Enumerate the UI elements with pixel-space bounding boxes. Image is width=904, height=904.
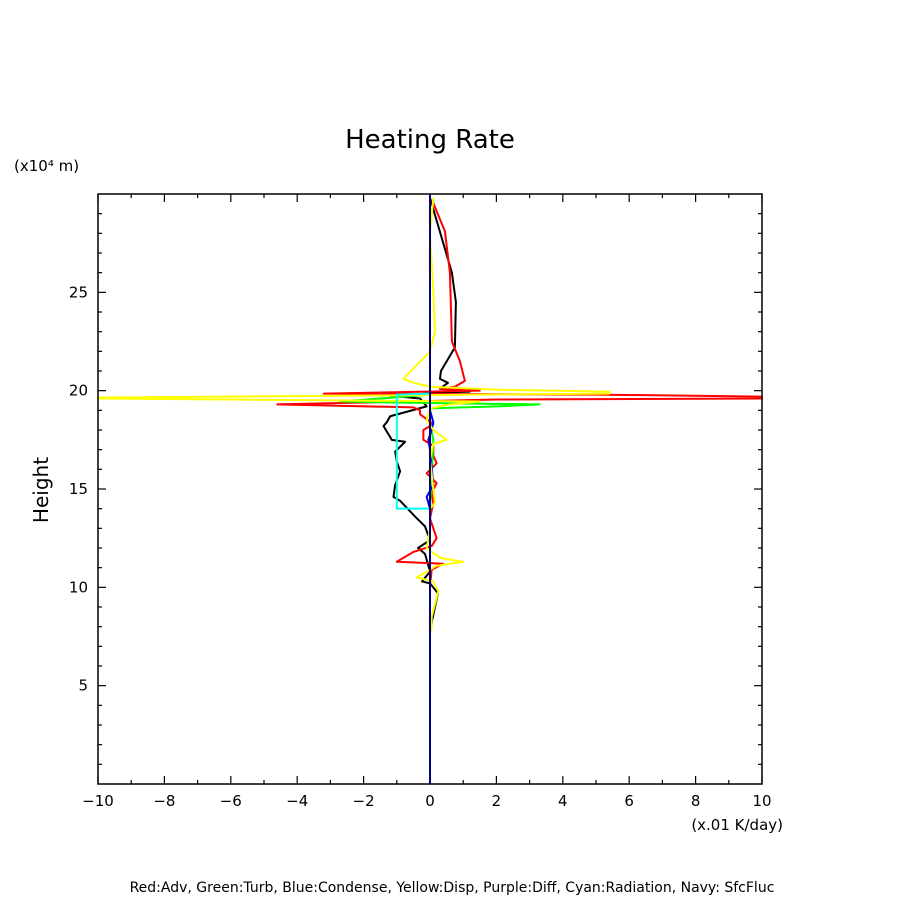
x-tick-label: 10 xyxy=(752,792,771,810)
legend-text: Red:Adv, Green:Turb, Blue:Condense, Yell… xyxy=(130,880,775,896)
x-unit-label: (x.01 K/day) xyxy=(691,816,783,834)
chart-title: Heating Rate xyxy=(345,125,515,155)
y-tick-label: 20 xyxy=(69,382,88,400)
x-tick-label: −6 xyxy=(220,792,242,810)
x-tick-label: 0 xyxy=(425,792,435,810)
y-axis-label: Height xyxy=(29,457,53,523)
y-tick-label: 5 xyxy=(78,677,88,695)
y-tick-label: 25 xyxy=(69,283,88,301)
x-tick-label: −2 xyxy=(353,792,375,810)
series-group xyxy=(97,194,763,784)
x-tick-label: −10 xyxy=(82,792,114,810)
y-tick-label: 15 xyxy=(69,480,88,498)
x-tick-label: −4 xyxy=(286,792,308,810)
series-line-radiation xyxy=(395,392,431,510)
x-tick-label: −8 xyxy=(153,792,175,810)
x-tick-label: 2 xyxy=(492,792,502,810)
plot-frame xyxy=(97,193,763,785)
series-line-total xyxy=(382,197,471,631)
x-tick-label: 6 xyxy=(624,792,634,810)
y-unit-label: (x10⁴ m) xyxy=(14,157,79,175)
x-tick-label: 8 xyxy=(691,792,701,810)
series-line-disp xyxy=(97,197,611,631)
axis-ticks: −10 −8 −6 −4 −2 0 2 4 6 8 10 5 10 15 20 25 xyxy=(69,194,772,810)
x-tick-label: 4 xyxy=(558,792,568,810)
y-tick-label: 10 xyxy=(69,578,88,596)
